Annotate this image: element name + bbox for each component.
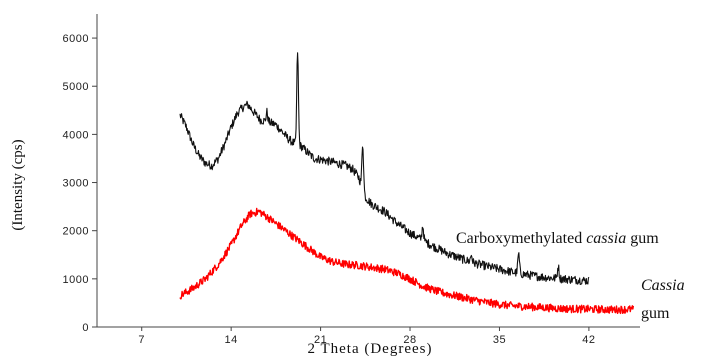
series-group	[179, 52, 635, 315]
x-tick-label: 35	[493, 334, 506, 346]
x-tick-label: 14	[225, 334, 238, 346]
x-tick-label: 21	[314, 334, 327, 346]
x-tick-label: 7	[138, 334, 145, 346]
x-tick-label: 28	[403, 334, 416, 346]
y-ticks: 0 1000 2000 3000 4000 5000 6000	[63, 33, 97, 334]
x-tick-label: 42	[582, 334, 595, 346]
y-axis-title: (Intensity (cps)	[10, 139, 26, 230]
series-label-part: gum	[626, 230, 659, 247]
series-line-cassia-gum	[179, 207, 635, 315]
series-line-carboxymethylated-cassia-gum	[179, 52, 590, 285]
series-label-carboxymethylated: Carboxymethylated cassia gum	[456, 230, 659, 247]
series-label-part: Carboxymethylated	[456, 230, 586, 247]
y-tick-label: 2000	[63, 226, 89, 238]
series-label-part: gum	[641, 305, 670, 322]
y-tick-label: 1000	[63, 274, 89, 286]
y-tick-label: 0	[82, 322, 89, 334]
x-ticks: 7 14 21 28 35 42	[138, 327, 595, 346]
series-label-part: cassia	[586, 230, 626, 247]
y-tick-label: 5000	[63, 81, 89, 93]
y-tick-label: 6000	[63, 33, 89, 45]
series-label-part: Cassia	[641, 277, 685, 294]
series-label-cassia: Cassia gum	[641, 277, 689, 322]
y-tick-label: 3000	[63, 178, 89, 190]
y-tick-label: 4000	[63, 129, 89, 141]
x-axis-title: 2 Theta (Degrees)	[307, 341, 432, 356]
